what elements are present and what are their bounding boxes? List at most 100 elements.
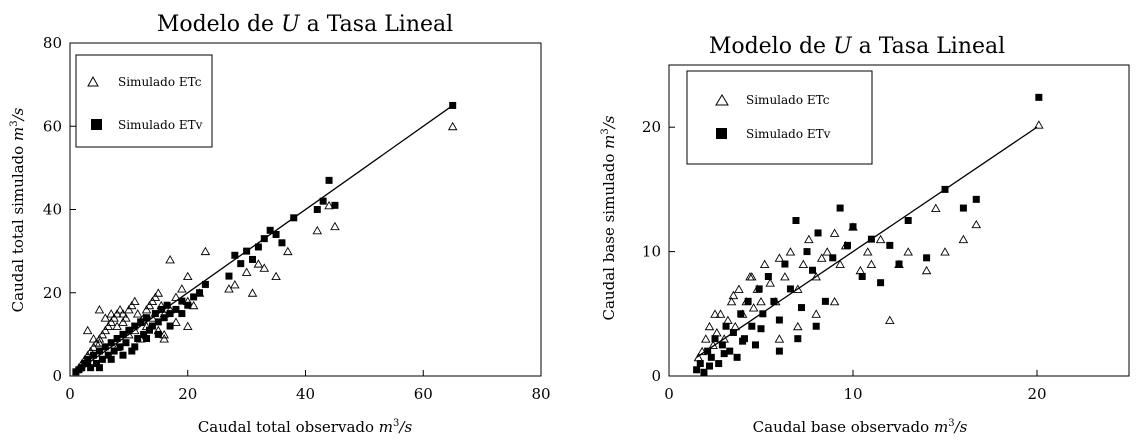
chart-2-legend-label-etv: Simulado ETv (746, 127, 831, 141)
chart-2-xlabel: Caudal base observado m3/s (753, 418, 968, 436)
chart-1-point-etv (84, 355, 92, 363)
chart-1-point-etc (283, 246, 293, 256)
chart-2-point-etc (958, 234, 969, 244)
chart-1-point-etv (104, 351, 112, 359)
chart-1-point-etc (182, 321, 193, 330)
chart-1-point-etc (121, 313, 131, 322)
chart-1-point-etv (272, 230, 280, 238)
chart-2-point-etv (726, 347, 734, 355)
chart-2-point-etc (793, 284, 803, 293)
chart-2-point-etc (804, 234, 814, 244)
chart-2-point-etv (755, 285, 763, 293)
chart-2-title: Modelo de U a Tasa Lineal (709, 34, 1005, 59)
chart-panel-1: Modelo de U a Tasa Lineal 0 20 40 60 80 0 20 4… (9, 12, 551, 436)
chart-1-point-etv (134, 335, 142, 343)
chart-2-point-etc (816, 253, 827, 262)
chart-2-point-etv (794, 335, 802, 343)
chart-1-point-etc (150, 292, 161, 301)
chart-1-point-etc (115, 304, 125, 314)
chart-2-point-etc (704, 321, 715, 331)
chart-1-point-etv (201, 280, 209, 288)
chart-2-point-etc (811, 272, 821, 281)
chart-2-point-etc (971, 219, 982, 229)
chart-1-point-etv (254, 243, 262, 251)
chart-1-point-etv (128, 347, 136, 355)
chart-1-point-etc (159, 329, 169, 339)
chart-2-point-etc (780, 272, 790, 281)
chart-2-point-etv (775, 316, 783, 324)
chart-1-point-etv (249, 255, 257, 263)
chart-2-point-etv (829, 254, 837, 262)
chart-2-point-etv (696, 360, 704, 368)
chart-1-point-etv (95, 347, 103, 355)
chart-2-point-etc (855, 265, 866, 275)
chart-2-point-etv (759, 310, 767, 318)
chart-2-point-etc (1034, 120, 1044, 129)
chart-1-ytick-label: 20 (43, 284, 62, 302)
chart-1-point-etv (122, 339, 130, 347)
chart-1-point-etv (92, 360, 100, 368)
chart-2-point-etc (885, 315, 895, 324)
chart-1-point-etc (330, 221, 340, 231)
chart-1-point-etv (154, 318, 162, 326)
chart-2-legend-square-icon (716, 128, 727, 139)
chart-2-point-etv (867, 235, 875, 243)
chart-2-point-etv (693, 366, 701, 374)
chart-1-point-etv (90, 351, 98, 359)
chart-1-point-etc (188, 300, 199, 310)
chart-2-point-etc (866, 259, 877, 268)
chart-1-point-etc (132, 309, 143, 318)
chart-2-point-etv (781, 260, 789, 268)
chart-2-point-etv (704, 347, 712, 355)
chart-2-point-etv (923, 254, 931, 262)
chart-1-point-etc (97, 329, 108, 339)
chart-1-point-etv (101, 343, 109, 351)
chart-2-point-etv (812, 322, 820, 330)
chart-1-point-etc (153, 288, 164, 297)
chart-2-point-etc (940, 247, 950, 256)
chart-1-point-etv (98, 355, 106, 363)
chart-1-point-etv (154, 330, 162, 338)
chart-2-point-etc (756, 296, 766, 306)
chart-1-point-etc (144, 300, 155, 310)
chart-1-point-etc (259, 263, 270, 272)
chart-1-point-etv (110, 347, 118, 355)
chart-1-point-etv (113, 335, 121, 343)
chart-1-legend-square-icon (91, 119, 102, 130)
chart-2-point-etc (726, 296, 737, 306)
chart-2-plot-frame (668, 64, 1130, 377)
chart-2-point-etv (707, 353, 715, 361)
chart-1-point-etv (148, 322, 156, 330)
chart-2-point-etv (809, 266, 817, 274)
chart-2-ytick-label: 0 (651, 367, 661, 385)
chart-1-point-etv (331, 201, 339, 209)
chart-2-point-etc (785, 247, 796, 256)
chart-1-point-etv (225, 272, 233, 280)
chart-2-point-etv (877, 279, 885, 287)
chart-2-point-etc (829, 296, 840, 306)
chart-1-point-etv (151, 310, 159, 318)
chart-2-point-etv (792, 217, 800, 224)
chart-1-point-etv (325, 176, 333, 184)
chart-2-point-etc (748, 303, 759, 312)
chart-1-legend-label-etv: Simulado ETv (118, 118, 203, 132)
chart-1-point-etc (171, 292, 181, 301)
chart-1-point-etc (159, 334, 169, 343)
chart-2-point-etc (829, 228, 840, 237)
chart-2-point-etc (774, 253, 785, 262)
chart-2-point-etv (705, 362, 713, 370)
chart-2-legend-label-etc: Simulado ETc (746, 93, 830, 107)
chart-2-point-etc (903, 247, 913, 256)
chart-2-point-etc (774, 334, 785, 343)
chart-2-point-etc (715, 309, 726, 318)
chart-1-point-etv (319, 197, 327, 205)
chart-2-legend: Simulado ETc Simulado ETv (686, 70, 873, 165)
chart-1-point-etc (129, 296, 140, 306)
chart-1-point-etv (166, 322, 174, 330)
chart-1-point-etv (84, 360, 92, 368)
chart-1-point-etc (118, 317, 128, 326)
chart-2-point-etv (700, 368, 708, 376)
chart-2-point-etv (886, 241, 894, 249)
chart-1-point-etv (172, 305, 180, 313)
